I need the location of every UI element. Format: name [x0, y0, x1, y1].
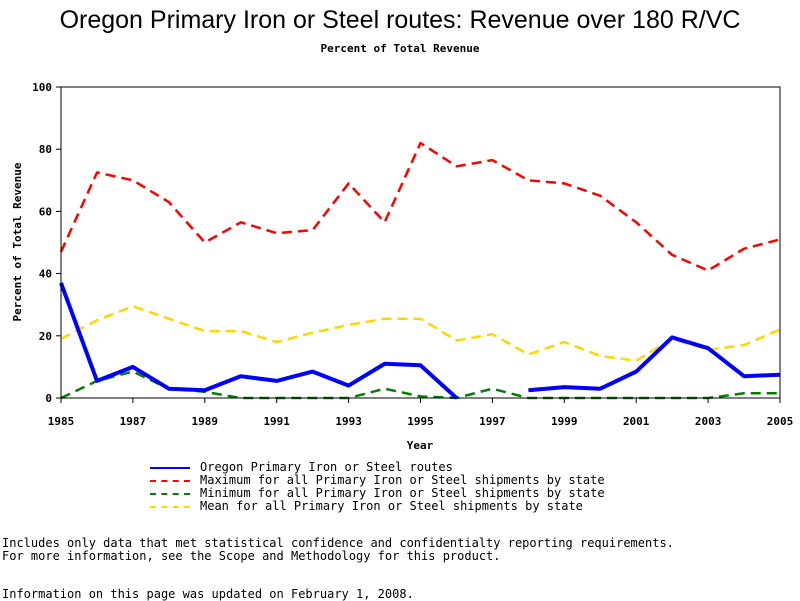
chart-subtitle: Percent of Total Revenue	[320, 42, 480, 55]
series-0	[59, 282, 781, 400]
series-2	[60, 370, 780, 400]
legend-label: Minimum for all Primary Iron or Steel sh…	[200, 486, 605, 500]
x-axis-title: Year	[407, 439, 434, 452]
footnote-data-criteria: Includes only data that met statistical …	[2, 536, 674, 550]
x-tick-label: 1987	[120, 415, 147, 428]
series-1	[59, 141, 781, 272]
x-tick-label: 1993	[335, 415, 362, 428]
footnote-updated: Information on this page was updated on …	[2, 587, 414, 601]
legend-item-mean: Mean for all Primary Iron or Steel shipm…	[150, 500, 670, 513]
x-tick-label: 2001	[623, 415, 650, 428]
series-3	[60, 305, 781, 362]
y-tick-label: 80	[39, 143, 52, 156]
x-tick-label: 1991	[263, 415, 290, 428]
legend-swatch-red-dashed	[150, 480, 190, 482]
y-tick-label: 100	[32, 81, 52, 94]
y-axis-title: Percent of Total Revenue	[11, 162, 24, 321]
x-tick-label: 1999	[551, 415, 578, 428]
series-layer	[59, 141, 781, 400]
chart-title: Oregon Primary Iron or Steel routes: Rev…	[59, 6, 741, 34]
x-tick-label: 2003	[695, 415, 722, 428]
legend-swatch-yellow-dashed	[150, 506, 190, 508]
y-tick-label: 0	[45, 392, 52, 405]
series-line	[60, 370, 780, 400]
x-tick-label: 1989	[192, 415, 219, 428]
legend-item-minimum: Minimum for all Primary Iron or Steel sh…	[150, 487, 670, 500]
legend: Oregon Primary Iron or Steel routes Maxi…	[150, 461, 670, 513]
plot-frame	[60, 86, 781, 399]
legend-label: Maximum for all Primary Iron or Steel sh…	[200, 473, 605, 487]
x-tick-label: 1985	[48, 415, 75, 428]
legend-item-oregon-routes: Oregon Primary Iron or Steel routes	[150, 461, 670, 474]
legend-swatch-green-dashed	[150, 493, 190, 495]
y-tick-label: 20	[39, 330, 52, 343]
series-line	[59, 282, 458, 400]
line-chart: 1985 1987 1989 1991 1993 1995 1997 1999 2001 2003…	[11, 81, 794, 452]
series-line	[60, 305, 781, 362]
legend-label: Mean for all Primary Iron or Steel shipm…	[200, 499, 583, 513]
series-line	[59, 141, 781, 272]
legend-item-maximum: Maximum for all Primary Iron or Steel sh…	[150, 474, 670, 487]
legend-label: Oregon Primary Iron or Steel routes	[200, 460, 453, 474]
legend-swatch-blue-solid	[150, 467, 190, 469]
x-tick-label: 1997	[479, 415, 506, 428]
y-axis-ticks: 0 20 40 60 80 100	[32, 81, 61, 405]
y-tick-label: 40	[39, 268, 52, 281]
x-tick-label: 1995	[407, 415, 434, 428]
y-tick-label: 60	[39, 205, 52, 218]
series-line	[528, 335, 781, 393]
footnote-more-info: For more information, see the Scope and …	[2, 549, 501, 563]
x-tick-label: 2005	[767, 415, 794, 428]
x-axis-ticks: 1985 1987 1989 1991 1993 1995 1997 1999 2001 2003…	[48, 398, 794, 428]
